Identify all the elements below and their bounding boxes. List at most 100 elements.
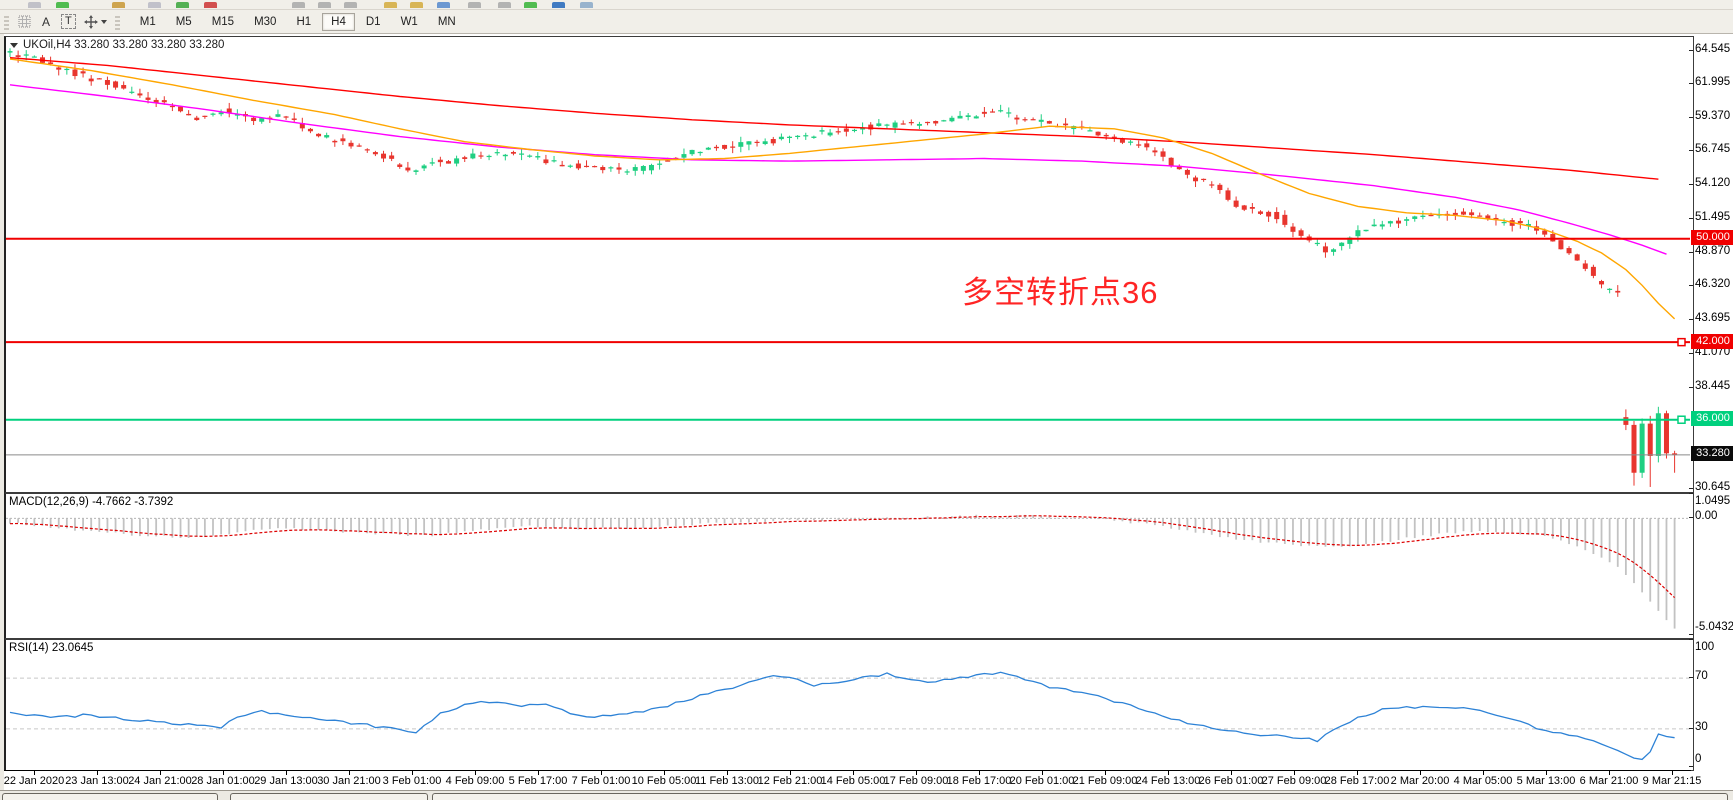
zoom-in-icon[interactable] bbox=[384, 2, 397, 8]
timeframe-h4[interactable]: H4 bbox=[322, 12, 355, 31]
chart-bars-icon[interactable] bbox=[292, 2, 305, 8]
time-tick bbox=[1168, 771, 1169, 775]
time-axis[interactable]: 22 Jan 2020 23 Jan 13:00 24 Jan 21:00 28 Ja… bbox=[4, 770, 1701, 790]
timeframe-mn[interactable]: MN bbox=[429, 13, 465, 31]
timeframe-bar: M1 M5 M15 M30 H1 H4 D1 W1 MN bbox=[130, 12, 466, 31]
chart-shift-icon[interactable] bbox=[498, 2, 511, 8]
bottom-tab[interactable] bbox=[230, 793, 428, 800]
macd-tick-dash bbox=[1689, 517, 1693, 519]
macd-label: MACD(12,26,9) -4.7662 -3.7392 bbox=[9, 496, 174, 508]
time-tick bbox=[1546, 771, 1547, 775]
macd-tick-label: 1.0495 bbox=[1695, 495, 1731, 507]
stop-icon[interactable] bbox=[204, 2, 217, 8]
bottom-tab[interactable] bbox=[432, 793, 1728, 800]
crosshair-icon bbox=[83, 14, 98, 29]
time-axis-label: 12 Feb 21:00 bbox=[757, 775, 823, 787]
toolbar-top-row bbox=[0, 0, 1733, 10]
time-axis-label: 10 Feb 05:00 bbox=[631, 775, 697, 787]
time-tick bbox=[223, 771, 224, 775]
price-tick-label: 43.695 bbox=[1695, 312, 1731, 325]
timeframe-m1[interactable]: M1 bbox=[131, 13, 165, 31]
period-icon[interactable] bbox=[552, 2, 565, 8]
price-tick-label: 59.370 bbox=[1695, 109, 1731, 122]
zoom-icon[interactable] bbox=[28, 2, 41, 8]
macd-pane[interactable] bbox=[4, 493, 1694, 639]
timeframe-m15[interactable]: M15 bbox=[203, 13, 243, 31]
chart-title-row: UKOil,H4 33.280 33.280 33.280 33.280 bbox=[10, 39, 224, 51]
auto-scroll-icon[interactable] bbox=[468, 2, 481, 8]
textbox-t: T bbox=[61, 14, 76, 29]
indicators-icon[interactable] bbox=[524, 2, 537, 8]
ma-magenta[interactable] bbox=[9, 84, 1667, 255]
cursor-tool-button[interactable] bbox=[80, 12, 111, 31]
chart-line-icon[interactable] bbox=[344, 2, 357, 8]
chevron-down-icon bbox=[100, 19, 107, 24]
window-left-margin bbox=[0, 34, 4, 790]
chart-candles-icon[interactable] bbox=[318, 2, 331, 8]
new-chart-icon[interactable] bbox=[148, 2, 161, 8]
time-axis-label: 5 Mar 13:00 bbox=[1516, 775, 1576, 787]
rsi-line bbox=[9, 671, 1675, 761]
time-axis-label: 17 Feb 09:00 bbox=[883, 775, 949, 787]
title-dropdown-icon[interactable] bbox=[10, 42, 18, 48]
macd-histogram bbox=[9, 514, 1676, 629]
rsi-tick-label: 100 bbox=[1695, 641, 1715, 653]
time-tick bbox=[1672, 771, 1673, 775]
time-axis-label: 6 Mar 21:00 bbox=[1579, 775, 1639, 787]
ma-orange[interactable] bbox=[9, 58, 1676, 320]
tile-windows-icon[interactable] bbox=[437, 2, 450, 8]
chart-annotation-text[interactable]: 多空转折点36 bbox=[962, 275, 1159, 310]
price-tick-dash bbox=[1689, 150, 1693, 152]
price-tick-dash bbox=[1689, 487, 1693, 489]
time-tick bbox=[1294, 771, 1295, 775]
timeframe-w1[interactable]: W1 bbox=[392, 13, 427, 31]
autotrade-icon[interactable] bbox=[112, 2, 125, 8]
time-axis-label: 30 Jan 21:00 bbox=[317, 775, 381, 787]
text-label-button[interactable]: A bbox=[35, 12, 57, 31]
timeframe-m5[interactable]: M5 bbox=[167, 13, 201, 31]
price-level-label: 36.000 bbox=[1691, 411, 1733, 427]
price-level-label: 50.000 bbox=[1691, 230, 1733, 246]
new-order-icon[interactable] bbox=[56, 2, 69, 8]
rsi-tick-label: 30 bbox=[1695, 720, 1708, 733]
textbox-button[interactable]: T bbox=[57, 12, 80, 31]
price-tick-label: 56.745 bbox=[1695, 143, 1731, 156]
price-tick-dash bbox=[1689, 319, 1693, 321]
chart-title: UKOil,H4 33.280 33.280 33.280 33.280 bbox=[23, 39, 225, 51]
price-tick-dash bbox=[1689, 285, 1693, 287]
time-tick bbox=[475, 771, 476, 775]
time-axis-label: 26 Feb 01:00 bbox=[1198, 775, 1264, 787]
time-axis-label: 27 Feb 09:00 bbox=[1261, 775, 1327, 787]
grid-icon-glyph bbox=[18, 15, 30, 28]
timeframe-h1[interactable]: H1 bbox=[287, 13, 320, 31]
timeframe-d1[interactable]: D1 bbox=[357, 13, 390, 31]
zoom-out-icon[interactable] bbox=[410, 2, 423, 8]
toolbar-grip[interactable] bbox=[114, 13, 120, 30]
rsi-pane[interactable] bbox=[4, 639, 1694, 771]
hline-handle[interactable] bbox=[1677, 337, 1686, 347]
rsi-svg bbox=[6, 671, 1690, 761]
time-axis-label: 5 Feb 17:00 bbox=[508, 775, 568, 787]
time-tick bbox=[1357, 771, 1358, 775]
main-chart-pane[interactable] bbox=[4, 36, 1694, 493]
toolbar-grip[interactable] bbox=[4, 13, 9, 30]
templates-icon[interactable] bbox=[580, 2, 593, 8]
time-axis-label: 9 Mar 21:15 bbox=[1642, 775, 1702, 787]
time-tick bbox=[1609, 771, 1610, 775]
grid-icon[interactable] bbox=[13, 12, 35, 31]
time-axis-label: 24 Jan 21:00 bbox=[128, 775, 192, 787]
ma-red[interactable] bbox=[9, 57, 1659, 180]
time-axis-label: 29 Jan 13:00 bbox=[254, 775, 318, 787]
play-icon[interactable] bbox=[176, 2, 189, 8]
price-tick-label: 64.545 bbox=[1695, 42, 1731, 55]
hline-handle[interactable] bbox=[1677, 415, 1686, 424]
candles bbox=[7, 48, 1678, 487]
time-tick bbox=[790, 771, 791, 775]
timeframe-m30[interactable]: M30 bbox=[245, 13, 285, 31]
time-tick bbox=[160, 771, 161, 775]
rsi-tick-label: 0 bbox=[1695, 753, 1702, 765]
bottom-tab-strip bbox=[0, 790, 1733, 800]
macd-signal-line bbox=[9, 515, 1676, 599]
bottom-tab[interactable] bbox=[2, 793, 218, 800]
